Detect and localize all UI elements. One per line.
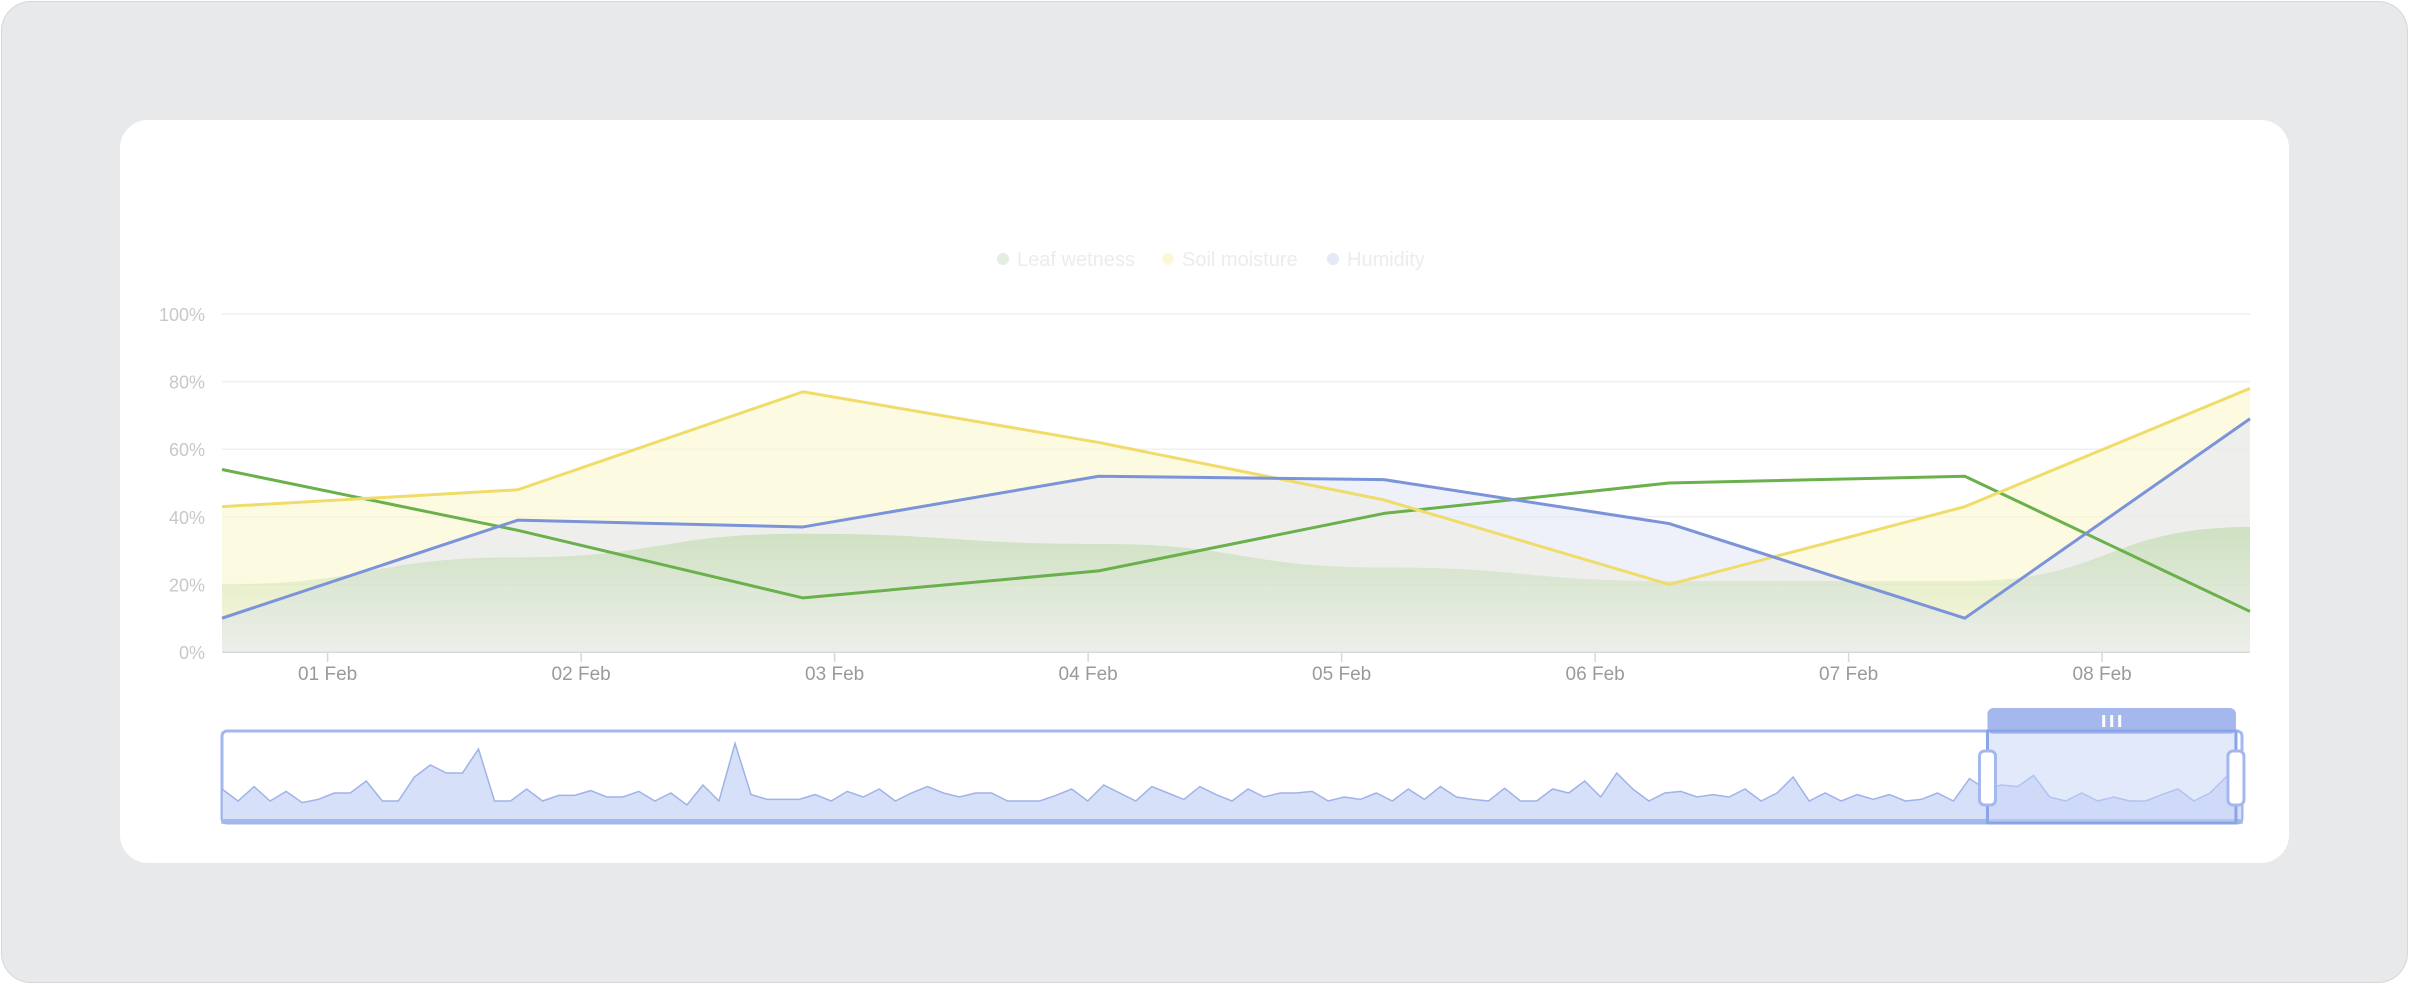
grip-icon (2102, 715, 2106, 727)
x-tick-label: 07 Feb (1819, 664, 1878, 685)
y-tick-label: 40% (169, 508, 205, 528)
navigator[interactable] (220, 708, 2246, 825)
x-tick-label: 01 Feb (298, 664, 357, 685)
series-line-humidity (221, 417, 2251, 620)
series-line-leaf-wetness (221, 468, 2251, 613)
x-tick-label: 06 Feb (1566, 664, 1625, 685)
navigator-handle-left[interactable] (1977, 749, 1997, 807)
series-line-soil-moisture (221, 386, 2251, 586)
legend: Leaf wetness Soil moisture Humidity (997, 249, 1425, 271)
x-tick-label: 02 Feb (552, 664, 611, 685)
y-tick-label: 20% (169, 575, 205, 595)
legend-marker-icon[interactable] (997, 253, 1009, 265)
areas (222, 388, 2250, 652)
legend-item[interactable]: Soil moisture (1182, 249, 1298, 271)
legend-item[interactable]: Leaf wetness (1017, 249, 1135, 271)
y-tick-label: 60% (169, 440, 205, 460)
navigator-handle-right[interactable] (2226, 749, 2246, 807)
x-tick-label: 04 Feb (1059, 664, 1118, 685)
lines (221, 386, 2251, 620)
y-tick-label: 0% (179, 643, 205, 663)
legend-marker-icon[interactable] (1162, 253, 1174, 265)
x-tick-label: 03 Feb (805, 664, 864, 685)
navigator-series (221, 740, 2243, 824)
x-tick-label: 08 Feb (2073, 664, 2132, 685)
y-tick-label: 100% (159, 305, 205, 325)
legend-marker-icon[interactable] (1327, 253, 1339, 265)
leaf-wetness-area (222, 526, 2250, 652)
x-axis: 01 Feb 02 Feb 03 Feb 04 Feb 05 Feb 06 Feb 07 F… (298, 652, 2132, 685)
legend-item[interactable]: Humidity (1347, 249, 1425, 271)
grip-icon (2110, 715, 2114, 727)
y-tick-label: 80% (169, 373, 205, 393)
navigator-selection[interactable] (1985, 729, 2238, 825)
grip-icon (2118, 715, 2122, 727)
x-tick-label: 05 Feb (1312, 664, 1371, 685)
